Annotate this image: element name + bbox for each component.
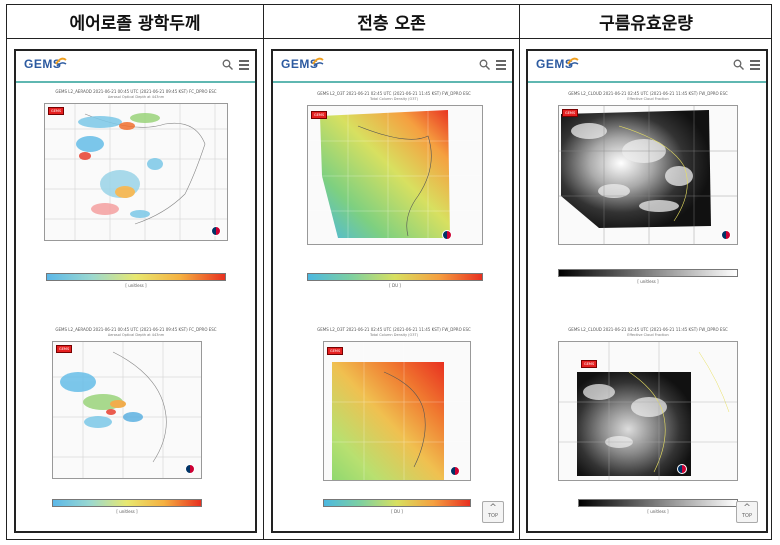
cloud-map-graphic — [559, 342, 737, 480]
panel-subtitle: Total Column Density (O3T) — [369, 333, 419, 337]
aod-panel-1: GEMS L2_AERAOD 2021-06-21 00:45 UTC (202… — [44, 89, 228, 289]
cloud-colorbar — [578, 499, 738, 507]
cloud-colorbar — [558, 269, 738, 277]
panel-title: GEMS L2_AERAOD 2021-06-21 00:45 UTC (202… — [55, 89, 217, 94]
comparison-table: 에어로졸 광학두께 전층 오존 구름유효운량 GEMS GEMS L2_AERA… — [6, 4, 772, 540]
app-header: GEMS — [273, 51, 512, 83]
korea-seal-icon — [185, 464, 195, 474]
ozone-map-graphic — [308, 106, 482, 244]
phone-screen-aod: GEMS GEMS L2_AERAOD 2021-06-21 00:45 UTC… — [14, 49, 257, 533]
colorbar-label: [ unitless ] — [637, 279, 659, 284]
colorbar-label: [ DU ] — [389, 283, 401, 288]
aod-map: GEMS — [44, 103, 228, 241]
search-icon[interactable] — [733, 59, 744, 70]
aod-colorbar — [46, 273, 226, 281]
column-header-aod: 에어로졸 광학두께 — [7, 5, 263, 39]
korea-seal-icon — [442, 230, 452, 240]
ozone-map-graphic — [324, 342, 470, 480]
logo-swirl-icon — [312, 57, 324, 67]
scroll-top-button[interactable]: ^ TOP — [482, 501, 504, 523]
panel-subtitle: Aerosol Optical Depth at 443nm — [107, 95, 165, 99]
scroll-top-button[interactable]: ^ TOP — [736, 501, 758, 523]
cloud-panel-1: GEMS L2_CLOUD 2021-06-21 02:45 UTC (2021… — [554, 91, 742, 291]
phone-screen-cloud: GEMS GEMS L2_CLOUD 2021-06-21 02:45 UTC … — [526, 49, 768, 533]
logo-swirl-icon — [567, 57, 579, 67]
ozone-map: GEMS — [307, 105, 483, 245]
cloud-map: GEMS — [558, 341, 738, 481]
panel-subtitle: Aerosol Optical Depth at 443nm — [107, 333, 165, 337]
panel-title: GEMS L2_O3T 2021-06-21 02:45 UTC (2021-0… — [317, 91, 471, 96]
ozone-colorbar — [307, 273, 483, 281]
ozone-panel-2: GEMS L2_O3T 2021-06-21 02:45 UTC (2021-0… — [301, 327, 487, 517]
menu-icon[interactable] — [496, 60, 506, 72]
aod-panel-2: GEMS L2_AERAOD 2021-06-21 00:45 UTC (202… — [44, 327, 228, 517]
panel-title: GEMS L2_CLOUD 2021-06-21 02:45 UTC (2021… — [568, 91, 728, 96]
panel-subtitle: Effective Cloud Fraction — [627, 97, 669, 101]
gems-badge: GEMS — [311, 111, 328, 119]
aod-map: GEMS — [52, 341, 202, 479]
gems-logo[interactable]: GEMS — [536, 57, 574, 71]
menu-icon[interactable] — [750, 60, 760, 72]
panel-subtitle: Total Column Density (O3T) — [369, 97, 419, 101]
gems-logo[interactable]: GEMS — [281, 57, 319, 71]
phone-screen-ozone: GEMS GEMS L2_O3T 2021-06-21 02:45 UTC (2… — [271, 49, 514, 533]
colorbar-label: [ unitless ] — [116, 509, 138, 514]
chevron-up-icon: ^ — [743, 503, 751, 513]
colorbar-label: [ unitless ] — [125, 283, 147, 288]
gems-badge: GEMS — [327, 347, 344, 355]
korea-seal-icon — [211, 226, 221, 236]
panel-title: GEMS L2_AERAOD 2021-06-21 00:45 UTC (202… — [55, 327, 217, 332]
colorbar-label: [ DU ] — [391, 509, 403, 514]
gems-logo[interactable]: GEMS — [24, 57, 62, 71]
gems-badge: GEMS — [562, 109, 579, 117]
logo-swirl-icon — [55, 57, 67, 67]
column-divider — [263, 5, 264, 539]
korea-seal-icon — [450, 466, 460, 476]
gems-badge: GEMS — [56, 345, 73, 353]
column-divider — [519, 5, 520, 539]
chevron-up-icon: ^ — [489, 503, 497, 513]
menu-icon[interactable] — [239, 60, 249, 72]
panel-subtitle: Effective Cloud Fraction — [627, 333, 669, 337]
cloud-map-graphic — [559, 106, 737, 244]
korea-seal-icon — [721, 230, 731, 240]
gems-badge: GEMS — [581, 360, 598, 368]
search-icon[interactable] — [222, 59, 233, 70]
app-header: GEMS — [16, 51, 255, 83]
ozone-colorbar — [323, 499, 471, 507]
ozone-map: GEMS — [323, 341, 471, 481]
column-header-ozone: 전층 오존 — [264, 5, 519, 39]
cloud-panel-2: GEMS L2_CLOUD 2021-06-21 02:45 UTC (2021… — [554, 327, 742, 517]
aod-map-graphic — [53, 342, 201, 478]
aod-colorbar — [52, 499, 202, 507]
korea-seal-icon — [677, 464, 687, 474]
column-header-cloud: 구름유효운량 — [520, 5, 772, 39]
cloud-map: GEMS — [558, 105, 738, 245]
panel-title: GEMS L2_CLOUD 2021-06-21 02:45 UTC (2021… — [568, 327, 728, 332]
panel-title: GEMS L2_O3T 2021-06-21 02:45 UTC (2021-0… — [317, 327, 471, 332]
app-header: GEMS — [528, 51, 766, 83]
ozone-panel-1: GEMS L2_O3T 2021-06-21 02:45 UTC (2021-0… — [301, 91, 487, 291]
colorbar-label: [ unitless ] — [647, 509, 669, 514]
search-icon[interactable] — [479, 59, 490, 70]
aod-map-graphic — [45, 104, 227, 240]
gems-badge: GEMS — [48, 107, 65, 115]
